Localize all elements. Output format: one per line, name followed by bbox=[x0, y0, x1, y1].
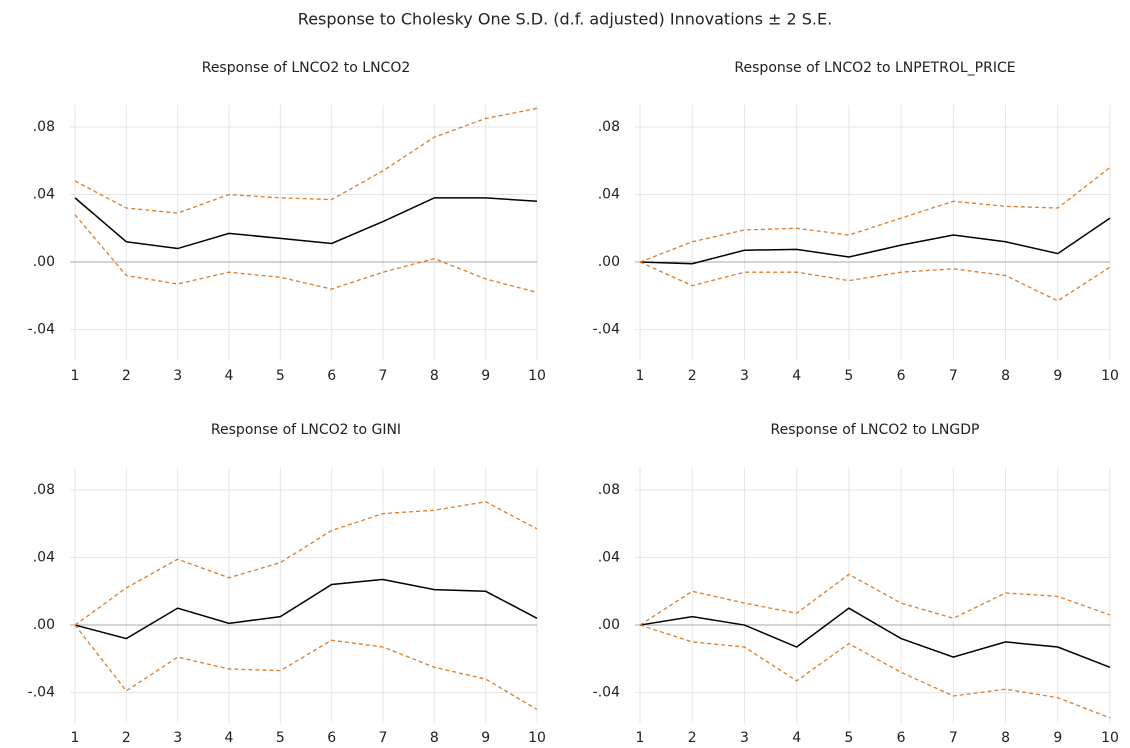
x-tick-label: 1 bbox=[71, 730, 80, 746]
x-tick-label: 4 bbox=[792, 368, 801, 384]
response-line bbox=[639, 217, 1111, 265]
x-tick-label: 2 bbox=[122, 730, 131, 746]
x-tick-label: 2 bbox=[688, 368, 697, 384]
y-tick-label: .04 bbox=[598, 550, 620, 566]
band-line bbox=[74, 214, 538, 294]
y-tick-label: .00 bbox=[33, 254, 55, 270]
x-tick-label: 3 bbox=[740, 368, 749, 384]
band-line bbox=[74, 624, 538, 711]
y-tick-label: -.04 bbox=[28, 322, 55, 338]
x-tick-label: 3 bbox=[173, 730, 182, 746]
x-tick-label: 8 bbox=[1001, 730, 1010, 746]
y-tick-label: .04 bbox=[33, 550, 55, 566]
y-tick-label: -.04 bbox=[593, 322, 620, 338]
x-tick-label: 4 bbox=[225, 368, 234, 384]
x-tick-label: 9 bbox=[481, 730, 490, 746]
panel-title: Response of LNCO2 to GINI bbox=[211, 422, 401, 438]
x-tick-label: 5 bbox=[276, 368, 285, 384]
x-tick-label: 9 bbox=[1053, 368, 1062, 384]
x-tick-label: 1 bbox=[636, 368, 645, 384]
panel-title: Response of LNCO2 to LNPETROL_PRICE bbox=[734, 60, 1015, 76]
y-tick-label: -.04 bbox=[593, 685, 620, 701]
band-line bbox=[639, 573, 1111, 626]
response-line bbox=[639, 607, 1111, 668]
x-tick-label: 6 bbox=[897, 730, 906, 746]
x-tick-label: 5 bbox=[844, 730, 853, 746]
x-tick-label: 6 bbox=[327, 730, 336, 746]
x-tick-label: 2 bbox=[122, 368, 131, 384]
y-tick-label: .00 bbox=[598, 617, 620, 633]
x-tick-label: 9 bbox=[1053, 730, 1062, 746]
x-tick-label: 3 bbox=[740, 730, 749, 746]
band-line bbox=[639, 261, 1111, 302]
x-tick-label: 10 bbox=[1101, 368, 1119, 384]
x-tick-label: 2 bbox=[688, 730, 697, 746]
x-tick-label: 7 bbox=[379, 730, 388, 746]
x-tick-label: 7 bbox=[379, 368, 388, 384]
y-tick-label: .08 bbox=[33, 482, 55, 498]
y-tick-label: .04 bbox=[598, 187, 620, 203]
band-line bbox=[639, 166, 1111, 263]
x-tick-label: 4 bbox=[225, 730, 234, 746]
response-line bbox=[74, 197, 538, 250]
x-tick-label: 8 bbox=[1001, 368, 1010, 384]
band-line bbox=[74, 501, 538, 626]
x-tick-label: 1 bbox=[636, 730, 645, 746]
x-tick-label: 7 bbox=[949, 730, 958, 746]
y-tick-label: .04 bbox=[33, 187, 55, 203]
x-tick-label: 10 bbox=[1101, 730, 1119, 746]
band-line bbox=[639, 624, 1111, 719]
y-tick-label: .00 bbox=[33, 617, 55, 633]
band-line bbox=[74, 107, 538, 214]
y-tick-label: .08 bbox=[598, 119, 620, 135]
response-line bbox=[74, 578, 538, 640]
y-tick-label: .08 bbox=[33, 119, 55, 135]
x-tick-label: 7 bbox=[949, 368, 958, 384]
x-tick-label: 6 bbox=[327, 368, 336, 384]
x-tick-label: 8 bbox=[430, 368, 439, 384]
panel-title: Response of LNCO2 to LNCO2 bbox=[202, 60, 411, 76]
y-tick-label: .08 bbox=[598, 482, 620, 498]
x-tick-label: 9 bbox=[481, 368, 490, 384]
x-tick-label: 3 bbox=[173, 368, 182, 384]
x-tick-label: 5 bbox=[844, 368, 853, 384]
x-tick-label: 5 bbox=[276, 730, 285, 746]
y-tick-label: -.04 bbox=[28, 685, 55, 701]
main-title: Response to Cholesky One S.D. (d.f. adju… bbox=[298, 10, 832, 29]
y-tick-label: .00 bbox=[598, 254, 620, 270]
x-tick-label: 4 bbox=[792, 730, 801, 746]
x-tick-label: 10 bbox=[528, 368, 546, 384]
x-tick-label: 6 bbox=[897, 368, 906, 384]
panel-title: Response of LNCO2 to LNGDP bbox=[771, 422, 980, 438]
x-tick-label: 10 bbox=[528, 730, 546, 746]
x-tick-label: 8 bbox=[430, 730, 439, 746]
x-tick-label: 1 bbox=[71, 368, 80, 384]
